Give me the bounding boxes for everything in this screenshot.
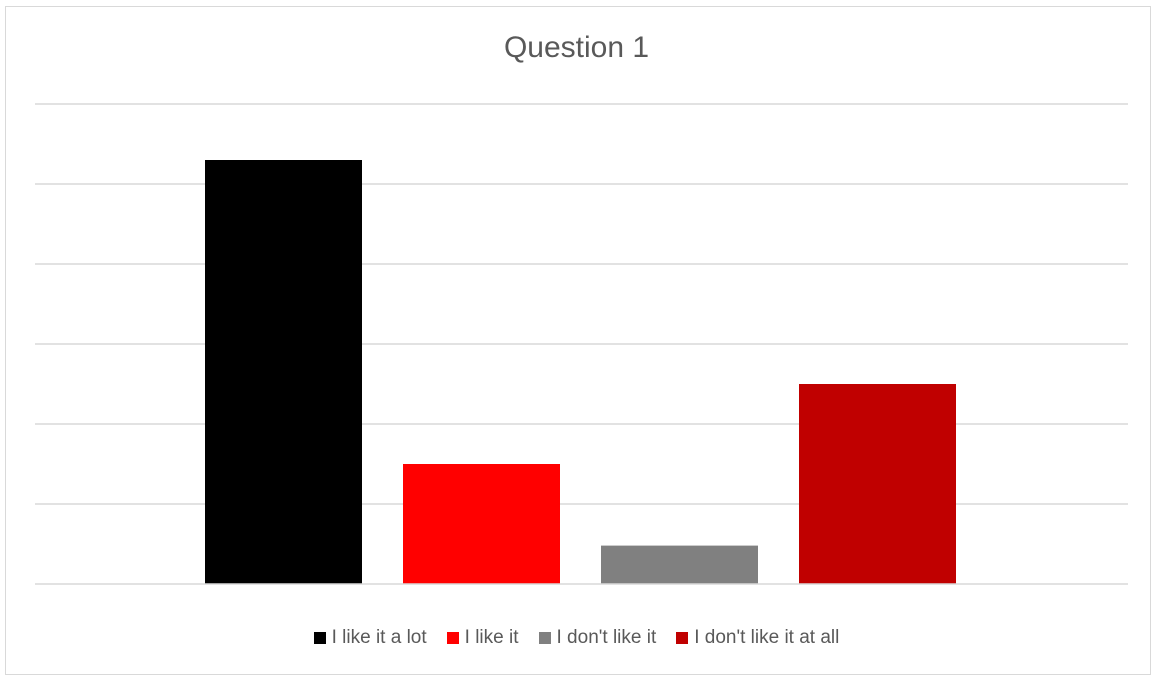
bar <box>799 384 956 584</box>
legend-swatch <box>538 632 551 644</box>
gridlines <box>35 103 1128 505</box>
bars <box>205 160 956 584</box>
bar <box>403 464 560 584</box>
legend-swatch <box>676 632 689 644</box>
legend-label: I like it a lot <box>331 627 427 648</box>
legend-item-dont-like-at-all: I don't like it at all <box>676 627 839 649</box>
legend-item-dont-like: I don't like it <box>538 627 657 649</box>
legend-item-like-a-lot: I like it a lot <box>313 627 427 649</box>
chart-title: Question 1 <box>503 31 650 64</box>
legend: I like it a lot I like it I don't like i… <box>0 627 1153 649</box>
bar <box>601 545 758 584</box>
legend-label: I like it <box>464 627 519 648</box>
legend-swatch <box>313 632 326 644</box>
legend-label: I don't like it <box>556 627 657 648</box>
legend-swatch <box>446 632 459 644</box>
chart-frame <box>5 6 1151 675</box>
bar <box>205 160 362 584</box>
legend-item-like: I like it <box>446 627 519 649</box>
legend-label: I don't like it at all <box>694 627 840 648</box>
